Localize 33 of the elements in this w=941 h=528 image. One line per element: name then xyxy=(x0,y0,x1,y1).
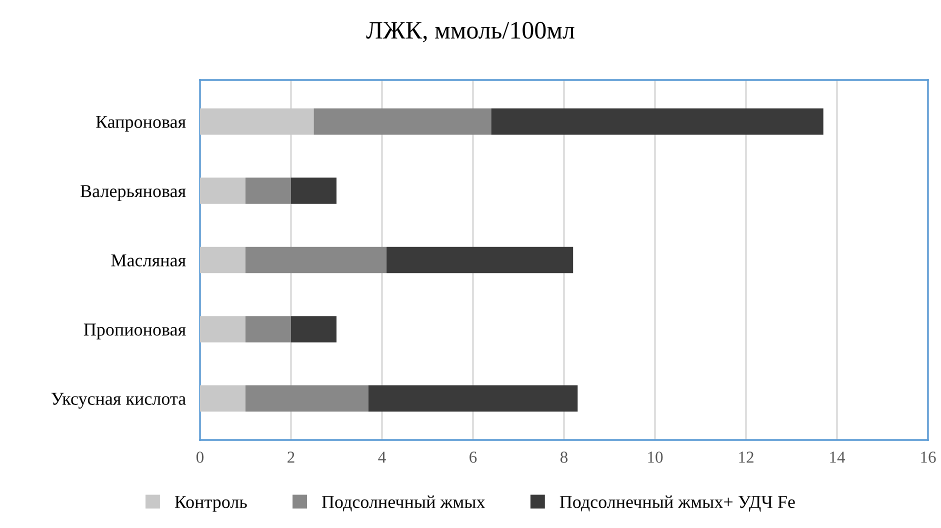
bar xyxy=(386,246,574,274)
bar xyxy=(200,178,246,204)
bar xyxy=(246,246,387,274)
x-tick-label: 10 xyxy=(648,452,663,463)
bar xyxy=(314,108,492,135)
x-tick-label: 4 xyxy=(378,452,386,463)
bar xyxy=(200,246,246,274)
x-tick-label: 12 xyxy=(739,452,754,463)
bar xyxy=(291,316,336,342)
x-tick-label: 16 xyxy=(921,452,936,463)
bar xyxy=(246,178,291,204)
x-tick-label: 0 xyxy=(196,452,204,463)
bar xyxy=(246,385,368,412)
bar xyxy=(246,316,291,342)
y-tick-label: Валерьяновая xyxy=(80,185,186,201)
legend-label: Контроль xyxy=(174,496,247,512)
y-tick-label: Масляная xyxy=(111,254,186,266)
bar xyxy=(491,108,824,135)
y-tick-label: Уксусная кислота xyxy=(51,392,186,409)
bar xyxy=(200,316,246,342)
legend-label: Подсолнечный жмых xyxy=(322,496,486,512)
x-tick-label: 6 xyxy=(470,452,477,463)
bar xyxy=(200,385,246,412)
x-tick-label: 14 xyxy=(830,452,846,463)
legend-label: Подсолнечный жмых+ УДЧ Fe xyxy=(560,496,795,512)
bar xyxy=(291,178,336,204)
bar xyxy=(200,108,314,135)
y-tick-label: Пропионовая xyxy=(84,324,186,340)
x-tick-label: 8 xyxy=(560,452,568,463)
chart-title: ЛЖК, ммоль/100мл xyxy=(366,22,574,42)
bar xyxy=(368,385,578,412)
y-tick-label: Капроновая xyxy=(96,116,186,132)
x-tick-label: 2 xyxy=(288,452,294,463)
